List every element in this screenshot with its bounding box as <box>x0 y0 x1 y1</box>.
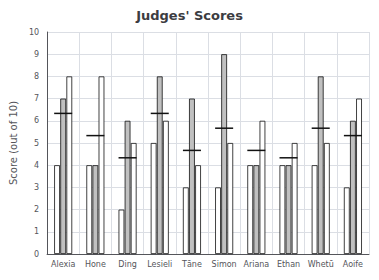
svg-text:Lesieli: Lesieli <box>147 260 172 269</box>
svg-text:Aoife: Aoife <box>343 260 363 269</box>
svg-text:Ethan: Ethan <box>277 260 300 269</box>
svg-text:Judges' Scores: Judges' Scores <box>135 8 243 23</box>
svg-text:8: 8 <box>34 72 39 81</box>
svg-text:4: 4 <box>34 161 39 170</box>
svg-text:Ding: Ding <box>118 260 137 269</box>
svg-text:2: 2 <box>34 205 39 214</box>
svg-text:3: 3 <box>34 183 39 192</box>
svg-text:10: 10 <box>29 28 39 37</box>
svg-text:6: 6 <box>34 116 39 125</box>
svg-text:0: 0 <box>34 250 39 259</box>
svg-text:Tāne: Tāne <box>181 260 202 269</box>
svg-text:Hone: Hone <box>85 260 106 269</box>
svg-text:5: 5 <box>34 139 39 148</box>
svg-text:7: 7 <box>34 94 39 103</box>
svg-text:9: 9 <box>34 50 39 59</box>
svg-text:1: 1 <box>34 227 39 236</box>
svg-text:Whetū: Whetū <box>308 260 334 269</box>
svg-text:Simon: Simon <box>212 260 237 269</box>
svg-text:Ariana: Ariana <box>243 260 269 269</box>
svg-text:Alexia: Alexia <box>51 260 75 269</box>
svg-text:Score (out of 10): Score (out of 10) <box>8 101 19 185</box>
